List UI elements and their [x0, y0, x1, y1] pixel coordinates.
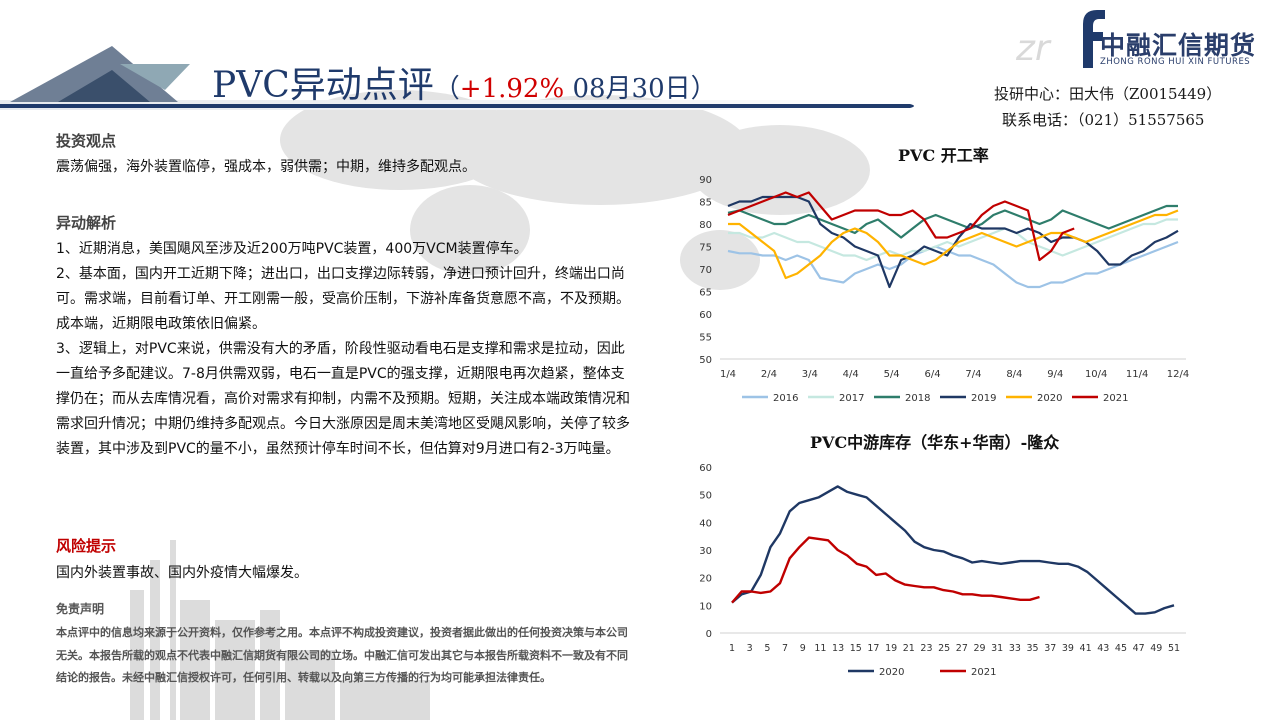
legend-label-2020: 2020: [1037, 393, 1062, 404]
x-tick-label: 2/4: [761, 369, 777, 380]
series-line-2021: [731, 536, 1040, 604]
x-tick-label: 12/4: [1167, 369, 1189, 380]
chart2-title: PVC中游库存（华东+华南）-隆众: [810, 433, 1060, 452]
view-text: 震荡偏强，海外装置临停，强成本，弱供需；中期，维持多配观点。: [56, 159, 476, 175]
y-tick-label: 85: [699, 198, 712, 209]
page-title: PVC异动点评（+1.92% 08月30日）: [212, 56, 717, 108]
x-tick-label: 41: [1080, 643, 1092, 654]
contact-analyst: 投研中心：田大伟（Z0015449）: [994, 85, 1222, 103]
x-tick-label: 21: [903, 643, 915, 654]
logo-f-icon: [1083, 10, 1105, 68]
y-tick-label: 90: [699, 175, 712, 186]
y-tick-label: 80: [699, 220, 712, 231]
title-paren-close: ）: [690, 74, 717, 104]
x-tick-label: 35: [1027, 643, 1039, 654]
legend-label-2020: 2020: [879, 667, 904, 678]
y-tick-label: 70: [699, 265, 712, 276]
x-tick-label: 15: [850, 643, 862, 654]
disclaimer-heading: 免责声明: [56, 602, 105, 616]
y-tick-label: 30: [699, 546, 712, 557]
operating-rate-chart: 90 85 80 75 70 65 60 55 50 1/4 2/4 3/4 4/4 5/4 6/4 7/4 8…: [699, 175, 1189, 404]
y-tick-label: 60: [699, 310, 712, 321]
legend-label-2019: 2019: [971, 393, 996, 404]
x-tick-label: 10/4: [1085, 369, 1107, 380]
y-tick-label: 50: [699, 491, 712, 502]
x-tick-label: 47: [1133, 643, 1145, 654]
chart1-title: PVC 开工率: [898, 146, 989, 165]
series-line-2016: [727, 240, 1179, 289]
y-tick-label: 65: [699, 288, 712, 299]
svg-text:zr: zr: [1015, 28, 1052, 69]
x-tick-label: 33: [1009, 643, 1021, 654]
title-paren-open: （: [433, 74, 460, 104]
x-tick-label: 23: [920, 643, 932, 654]
x-tick-label: 51: [1168, 643, 1180, 654]
y-tick-label: 55: [699, 333, 712, 344]
series-line-2020: [731, 485, 1175, 615]
y-tick-label: 10: [699, 601, 712, 612]
analysis-point-2: 2、基本面，国内开工近期下降；进出口，出口支撑边际转弱，净进口预计回升，终端出口…: [56, 266, 630, 332]
y-tick-label: 0: [706, 629, 712, 640]
world-map-decoration: [280, 90, 870, 290]
x-tick-label: 43: [1097, 643, 1109, 654]
x-tick-label: 37: [1044, 643, 1056, 654]
series-line-2017: [728, 218, 1178, 262]
series-line-2021: [727, 191, 1075, 262]
x-tick-label: 6/4: [924, 369, 940, 380]
change-percent: +1.92%: [459, 74, 565, 104]
x-tick-label: 45: [1115, 643, 1127, 654]
x-tick-label: 1: [729, 643, 735, 654]
x-tick-label: 8/4: [1006, 369, 1022, 380]
company-logo-english: ZHONG RONG HUI XIN FUTURES: [1100, 57, 1251, 67]
x-tick-label: 39: [1062, 643, 1074, 654]
x-tick-label: 9/4: [1047, 369, 1063, 380]
y-tick-label: 40: [699, 518, 712, 529]
analysis-body: 1、近期消息，美国飓风至涉及近200万吨PVC装置，400万VCM装置停车。 2…: [56, 237, 636, 462]
x-tick-label: 7: [782, 643, 788, 654]
y-tick-label: 20: [699, 574, 712, 585]
series-line-2020: [728, 209, 1179, 280]
series-line-2018: [727, 204, 1178, 239]
title-date: 08月30日: [572, 74, 691, 104]
x-tick-label: 11: [814, 643, 826, 654]
legend-label-2021: 2021: [971, 667, 996, 678]
x-tick-label: 27: [956, 643, 968, 654]
x-tick-label: 5/4: [884, 369, 900, 380]
x-tick-label: 7/4: [965, 369, 981, 380]
title-main: PVC异动点评: [212, 65, 434, 106]
disclaimer-text: 本点评中的信息均来源于公开资料，仅作参考之用。本点评不构成投资建议，投资者据此做…: [56, 626, 628, 684]
risk-heading: 风险提示: [56, 537, 117, 555]
analysis-heading: 异动解析: [56, 214, 117, 232]
x-tick-label: 13: [832, 643, 844, 654]
x-tick-label: 4/4: [843, 369, 859, 380]
legend-label-2018: 2018: [905, 393, 930, 404]
skyline-decoration: [130, 540, 430, 720]
x-tick-label: 31: [991, 643, 1003, 654]
x-tick-label: 3: [747, 643, 753, 654]
y-tick-label: 60: [699, 463, 712, 474]
analysis-point-3: 3、逻辑上，对PVC来说，供需没有大的矛盾，阶段性驱动看电石是支撑和需求是拉动，…: [56, 341, 630, 457]
x-tick-label: 17: [867, 643, 879, 654]
x-tick-label: 9: [800, 643, 806, 654]
x-tick-label: 5: [764, 643, 770, 654]
legend-label-2021: 2021: [1103, 393, 1128, 404]
x-tick-label: 49: [1150, 643, 1162, 654]
x-tick-label: 25: [938, 643, 950, 654]
x-tick-label: 1/4: [720, 369, 736, 380]
legend-label-2017: 2017: [839, 393, 864, 404]
x-tick-label: 3/4: [802, 369, 818, 380]
y-tick-label: 75: [699, 243, 712, 254]
risk-text: 国内外装置事故、国内外疫情大幅爆发。: [56, 565, 308, 581]
contact-phone: 联系电话：（021）51557565: [1002, 111, 1205, 129]
x-tick-label: 19: [885, 643, 897, 654]
view-heading: 投资观点: [56, 132, 117, 150]
analysis-point-1: 1、近期消息，美国飓风至涉及近200万吨PVC装置，400万VCM装置停车。: [56, 241, 528, 257]
legend-label-2016: 2016: [773, 393, 798, 404]
y-tick-label: 50: [699, 355, 712, 366]
company-logo-name: 中融汇信期货: [1100, 31, 1257, 60]
x-tick-label: 29: [973, 643, 985, 654]
x-tick-label: 11/4: [1126, 369, 1148, 380]
